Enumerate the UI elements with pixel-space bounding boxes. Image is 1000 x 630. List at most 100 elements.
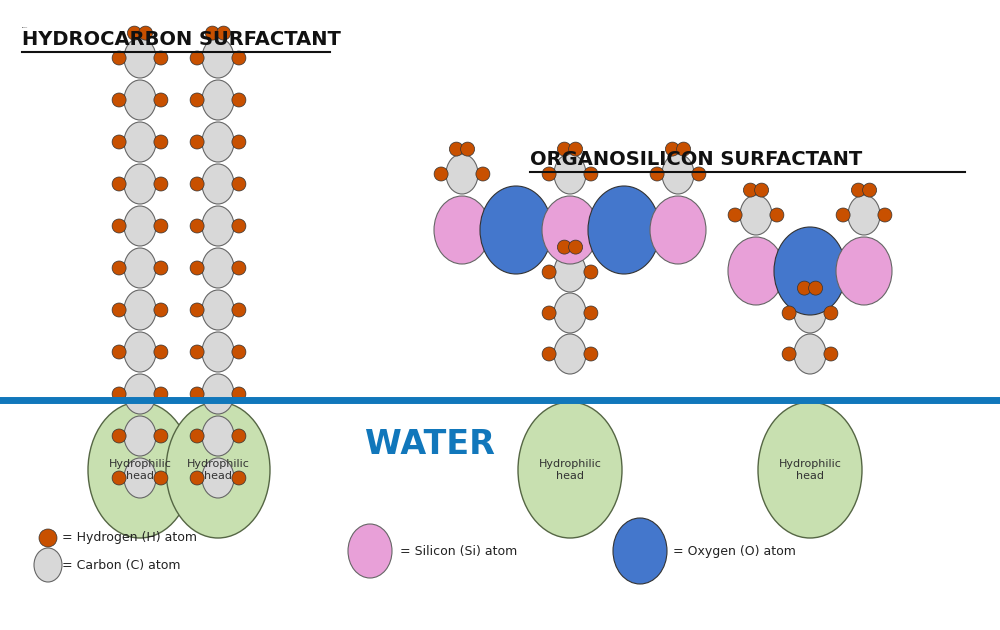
Circle shape xyxy=(154,303,168,317)
Ellipse shape xyxy=(34,548,62,582)
Ellipse shape xyxy=(124,206,156,246)
Circle shape xyxy=(112,429,126,443)
Ellipse shape xyxy=(650,196,706,264)
Circle shape xyxy=(584,265,598,279)
Circle shape xyxy=(743,183,757,197)
Ellipse shape xyxy=(124,290,156,330)
Ellipse shape xyxy=(202,164,234,204)
Circle shape xyxy=(154,51,168,65)
Circle shape xyxy=(232,429,246,443)
Circle shape xyxy=(112,261,126,275)
Circle shape xyxy=(584,306,598,320)
Circle shape xyxy=(542,265,556,279)
Circle shape xyxy=(542,167,556,181)
Circle shape xyxy=(112,303,126,317)
Circle shape xyxy=(557,142,571,156)
Ellipse shape xyxy=(794,293,826,333)
Circle shape xyxy=(112,345,126,359)
Ellipse shape xyxy=(124,332,156,372)
Ellipse shape xyxy=(124,458,156,498)
Ellipse shape xyxy=(480,186,552,274)
Circle shape xyxy=(154,261,168,275)
Circle shape xyxy=(154,345,168,359)
Ellipse shape xyxy=(758,402,862,538)
Ellipse shape xyxy=(446,154,478,194)
Ellipse shape xyxy=(518,402,622,538)
Ellipse shape xyxy=(434,196,490,264)
Ellipse shape xyxy=(202,332,234,372)
Circle shape xyxy=(154,135,168,149)
Circle shape xyxy=(728,208,742,222)
Ellipse shape xyxy=(588,186,660,274)
Circle shape xyxy=(190,219,204,233)
Ellipse shape xyxy=(124,80,156,120)
Circle shape xyxy=(650,167,664,181)
Circle shape xyxy=(112,219,126,233)
Circle shape xyxy=(232,51,246,65)
Text: = Silicon (Si) atom: = Silicon (Si) atom xyxy=(400,544,517,558)
Circle shape xyxy=(190,387,204,401)
Circle shape xyxy=(112,177,126,191)
Circle shape xyxy=(154,177,168,191)
Circle shape xyxy=(542,306,556,320)
Ellipse shape xyxy=(202,374,234,414)
Circle shape xyxy=(782,306,796,320)
Ellipse shape xyxy=(124,248,156,288)
Circle shape xyxy=(232,387,246,401)
Circle shape xyxy=(557,240,571,254)
Circle shape xyxy=(190,303,204,317)
Text: ORGANOSILICON SURFACTANT: ORGANOSILICON SURFACTANT xyxy=(530,150,862,169)
Circle shape xyxy=(190,51,204,65)
Ellipse shape xyxy=(88,402,192,538)
Ellipse shape xyxy=(613,518,667,584)
Circle shape xyxy=(154,471,168,485)
Circle shape xyxy=(434,167,448,181)
Text: Hydrophilic
head: Hydrophilic head xyxy=(109,459,171,481)
Ellipse shape xyxy=(740,195,772,235)
Ellipse shape xyxy=(202,206,234,246)
Text: = Oxygen (O) atom: = Oxygen (O) atom xyxy=(673,544,796,558)
Circle shape xyxy=(677,142,691,156)
Circle shape xyxy=(782,347,796,361)
Ellipse shape xyxy=(774,227,846,315)
Ellipse shape xyxy=(202,248,234,288)
Circle shape xyxy=(190,345,204,359)
Circle shape xyxy=(154,219,168,233)
Ellipse shape xyxy=(662,154,694,194)
Ellipse shape xyxy=(848,195,880,235)
Circle shape xyxy=(584,347,598,361)
Circle shape xyxy=(112,471,126,485)
Circle shape xyxy=(824,347,838,361)
Circle shape xyxy=(139,26,153,40)
Circle shape xyxy=(190,135,204,149)
Circle shape xyxy=(836,208,850,222)
Ellipse shape xyxy=(124,38,156,78)
Ellipse shape xyxy=(728,237,784,305)
Ellipse shape xyxy=(554,154,586,194)
Circle shape xyxy=(755,183,769,197)
Text: Hydrophilic
head: Hydrophilic head xyxy=(779,459,841,481)
Ellipse shape xyxy=(794,334,826,374)
Ellipse shape xyxy=(166,402,270,538)
Ellipse shape xyxy=(554,293,586,333)
Circle shape xyxy=(190,429,204,443)
Circle shape xyxy=(542,347,556,361)
Circle shape xyxy=(692,167,706,181)
Text: Hydrophilic
head: Hydrophilic head xyxy=(187,459,249,481)
Circle shape xyxy=(665,142,679,156)
Circle shape xyxy=(232,471,246,485)
Circle shape xyxy=(232,177,246,191)
Ellipse shape xyxy=(202,38,234,78)
Text: HYDROCARBON SURFACTANT: HYDROCARBON SURFACTANT xyxy=(22,30,341,49)
Circle shape xyxy=(232,219,246,233)
Circle shape xyxy=(569,240,583,254)
Circle shape xyxy=(584,167,598,181)
Circle shape xyxy=(851,183,865,197)
Circle shape xyxy=(232,261,246,275)
Ellipse shape xyxy=(202,458,234,498)
Ellipse shape xyxy=(124,374,156,414)
Circle shape xyxy=(112,135,126,149)
Circle shape xyxy=(770,208,784,222)
Text: = Carbon (C) atom: = Carbon (C) atom xyxy=(62,559,180,571)
Ellipse shape xyxy=(542,196,598,264)
